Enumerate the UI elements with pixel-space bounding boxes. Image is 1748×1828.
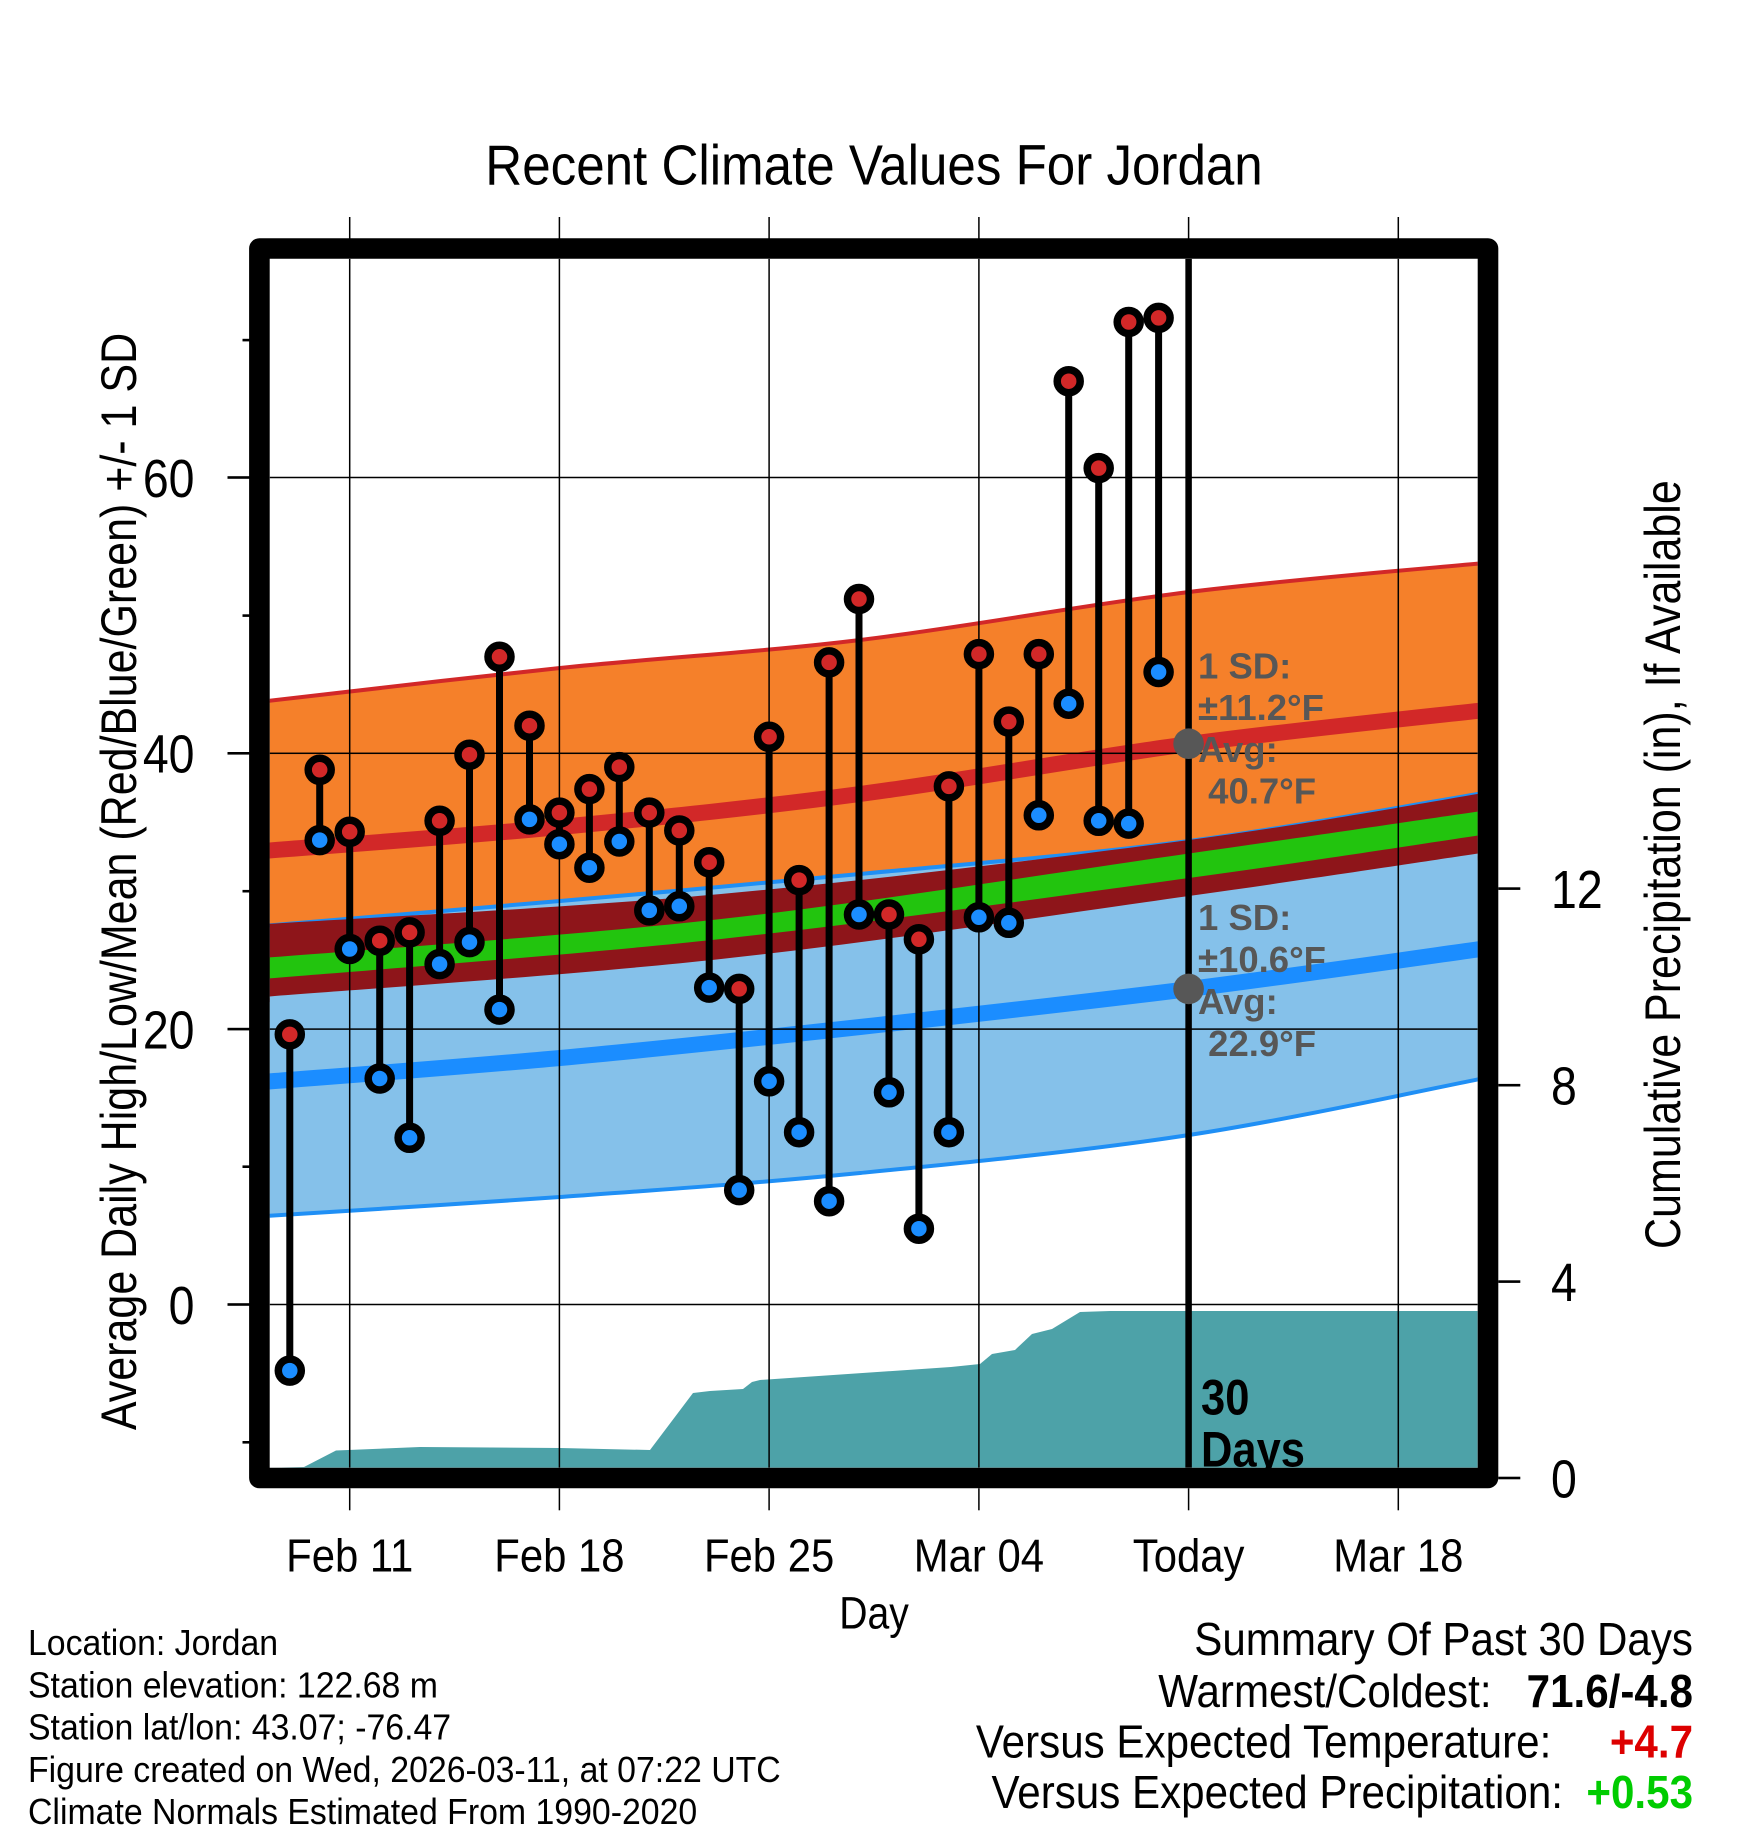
svg-text:Mar 04: Mar 04	[914, 1531, 1044, 1583]
svg-text:±10.6°F: ±10.6°F	[1198, 939, 1326, 980]
svg-text:Climate Normals Estimated From: Climate Normals Estimated From 1990-2020	[28, 1792, 697, 1828]
svg-text:Day: Day	[839, 1588, 909, 1638]
svg-text:0: 0	[169, 1274, 195, 1335]
svg-text:Recent Climate Values For Jord: Recent Climate Values For Jordan	[485, 134, 1262, 197]
svg-text:Avg:: Avg:	[1198, 981, 1278, 1022]
svg-text:12: 12	[1551, 859, 1603, 920]
svg-text:Figure created on Wed, 2026-03: Figure created on Wed, 2026-03-11, at 07…	[28, 1750, 781, 1790]
svg-text:Feb 11: Feb 11	[286, 1531, 413, 1583]
svg-text:1 SD:: 1 SD:	[1198, 646, 1291, 687]
svg-text:Versus Expected Temperature:: Versus Expected Temperature: +4.7	[976, 1717, 1693, 1768]
svg-text:40: 40	[143, 723, 195, 784]
svg-text:60: 60	[143, 447, 195, 508]
svg-text:Today: Today	[1133, 1531, 1245, 1583]
svg-text:Station elevation: 122.68 m: Station elevation: 122.68 m	[28, 1665, 438, 1705]
svg-text:0: 0	[1551, 1448, 1577, 1509]
svg-text:Feb 25: Feb 25	[704, 1531, 834, 1583]
svg-text:20: 20	[143, 999, 195, 1060]
svg-text:40.7°F: 40.7°F	[1198, 771, 1316, 812]
svg-text:Average Daily High/Low/Mean (R: Average Daily High/Low/Mean (Red/Blue/Gr…	[91, 333, 147, 1430]
svg-text:±11.2°F: ±11.2°F	[1198, 687, 1324, 728]
svg-text:Warmest/Coldest: 71.6/-4.8: Warmest/Coldest: 71.6/-4.8	[1158, 1666, 1693, 1717]
svg-text:4: 4	[1551, 1252, 1577, 1313]
svg-text:Versus Expected Precipitation:: Versus Expected Precipitation: +0.53	[991, 1767, 1693, 1818]
svg-text:1 SD:: 1 SD:	[1198, 897, 1291, 938]
svg-text:Mar 18: Mar 18	[1333, 1531, 1463, 1583]
svg-text:Summary Of Past 30 Days: Summary Of Past 30 Days	[1194, 1615, 1693, 1666]
svg-text:Location: Jordan: Location: Jordan	[28, 1623, 278, 1663]
svg-text:Cumulative Precipitation (in),: Cumulative Precipitation (in), If Availa…	[1635, 480, 1691, 1249]
svg-text:Avg:: Avg:	[1198, 729, 1278, 770]
svg-text:8: 8	[1551, 1055, 1577, 1116]
svg-text:Station lat/lon: 43.07; -76.47: Station lat/lon: 43.07; -76.47	[28, 1708, 451, 1748]
svg-text:22.9°F: 22.9°F	[1198, 1023, 1316, 1064]
svg-text:30: 30	[1201, 1370, 1249, 1425]
svg-text:Feb 18: Feb 18	[494, 1531, 624, 1583]
